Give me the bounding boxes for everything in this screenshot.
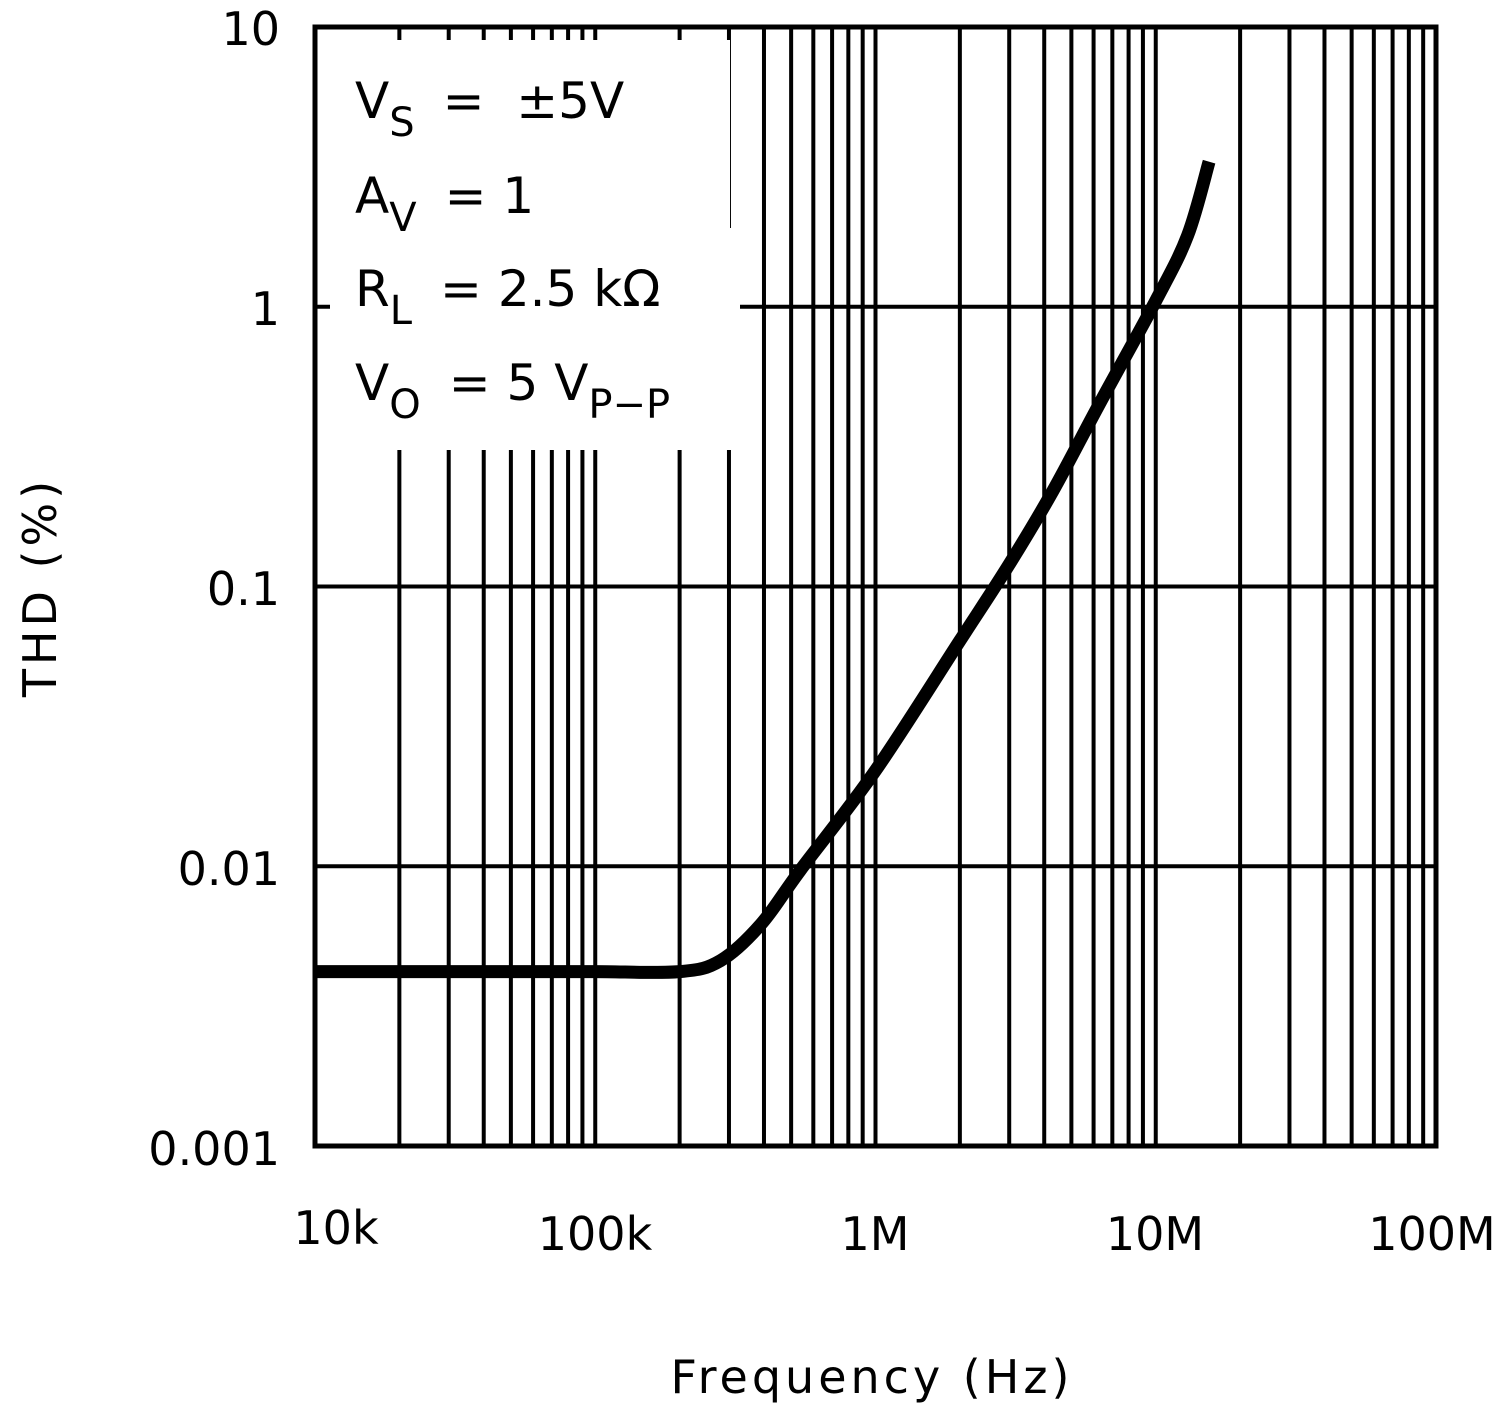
x-tick-labels: 10k 100k 1M 10M 100M	[293, 1201, 1495, 1261]
y-tick-labels: 10 1 0.1 0.01 0.001	[148, 2, 280, 1176]
x-axis-title: Frequency (Hz)	[671, 1350, 1074, 1404]
annotation-background-ext	[330, 228, 740, 450]
x-tick-100M: 100M	[1368, 1207, 1496, 1261]
annotation-vo: VO = 5 VP−P	[355, 354, 670, 428]
x-tick-10M: 10M	[1106, 1207, 1204, 1261]
x-tick-100k: 100k	[538, 1207, 653, 1261]
y-tick-0-001: 0.001	[148, 1122, 280, 1176]
y-axis-title: THD (%)	[13, 477, 67, 698]
thd-curve	[315, 159, 1216, 979]
y-tick-1: 1	[251, 282, 280, 336]
annotation-rl: RL = 2.5 kΩ	[355, 260, 660, 334]
x-tick-10k: 10k	[293, 1201, 379, 1255]
annotation-vs: VS = ±5V	[355, 72, 624, 146]
x-tick-1M: 1M	[841, 1207, 910, 1261]
y-tick-0-01: 0.01	[178, 842, 280, 896]
annotation-av: AV = 1	[355, 167, 534, 241]
y-tick-0-1: 0.1	[207, 562, 280, 616]
plot-frame	[312, 24, 1439, 1149]
y-tick-10: 10	[221, 2, 280, 56]
test-conditions: VS = ±5V AV = 1 RL = 2.5 kΩ VO = 5 VP−P	[355, 72, 670, 428]
